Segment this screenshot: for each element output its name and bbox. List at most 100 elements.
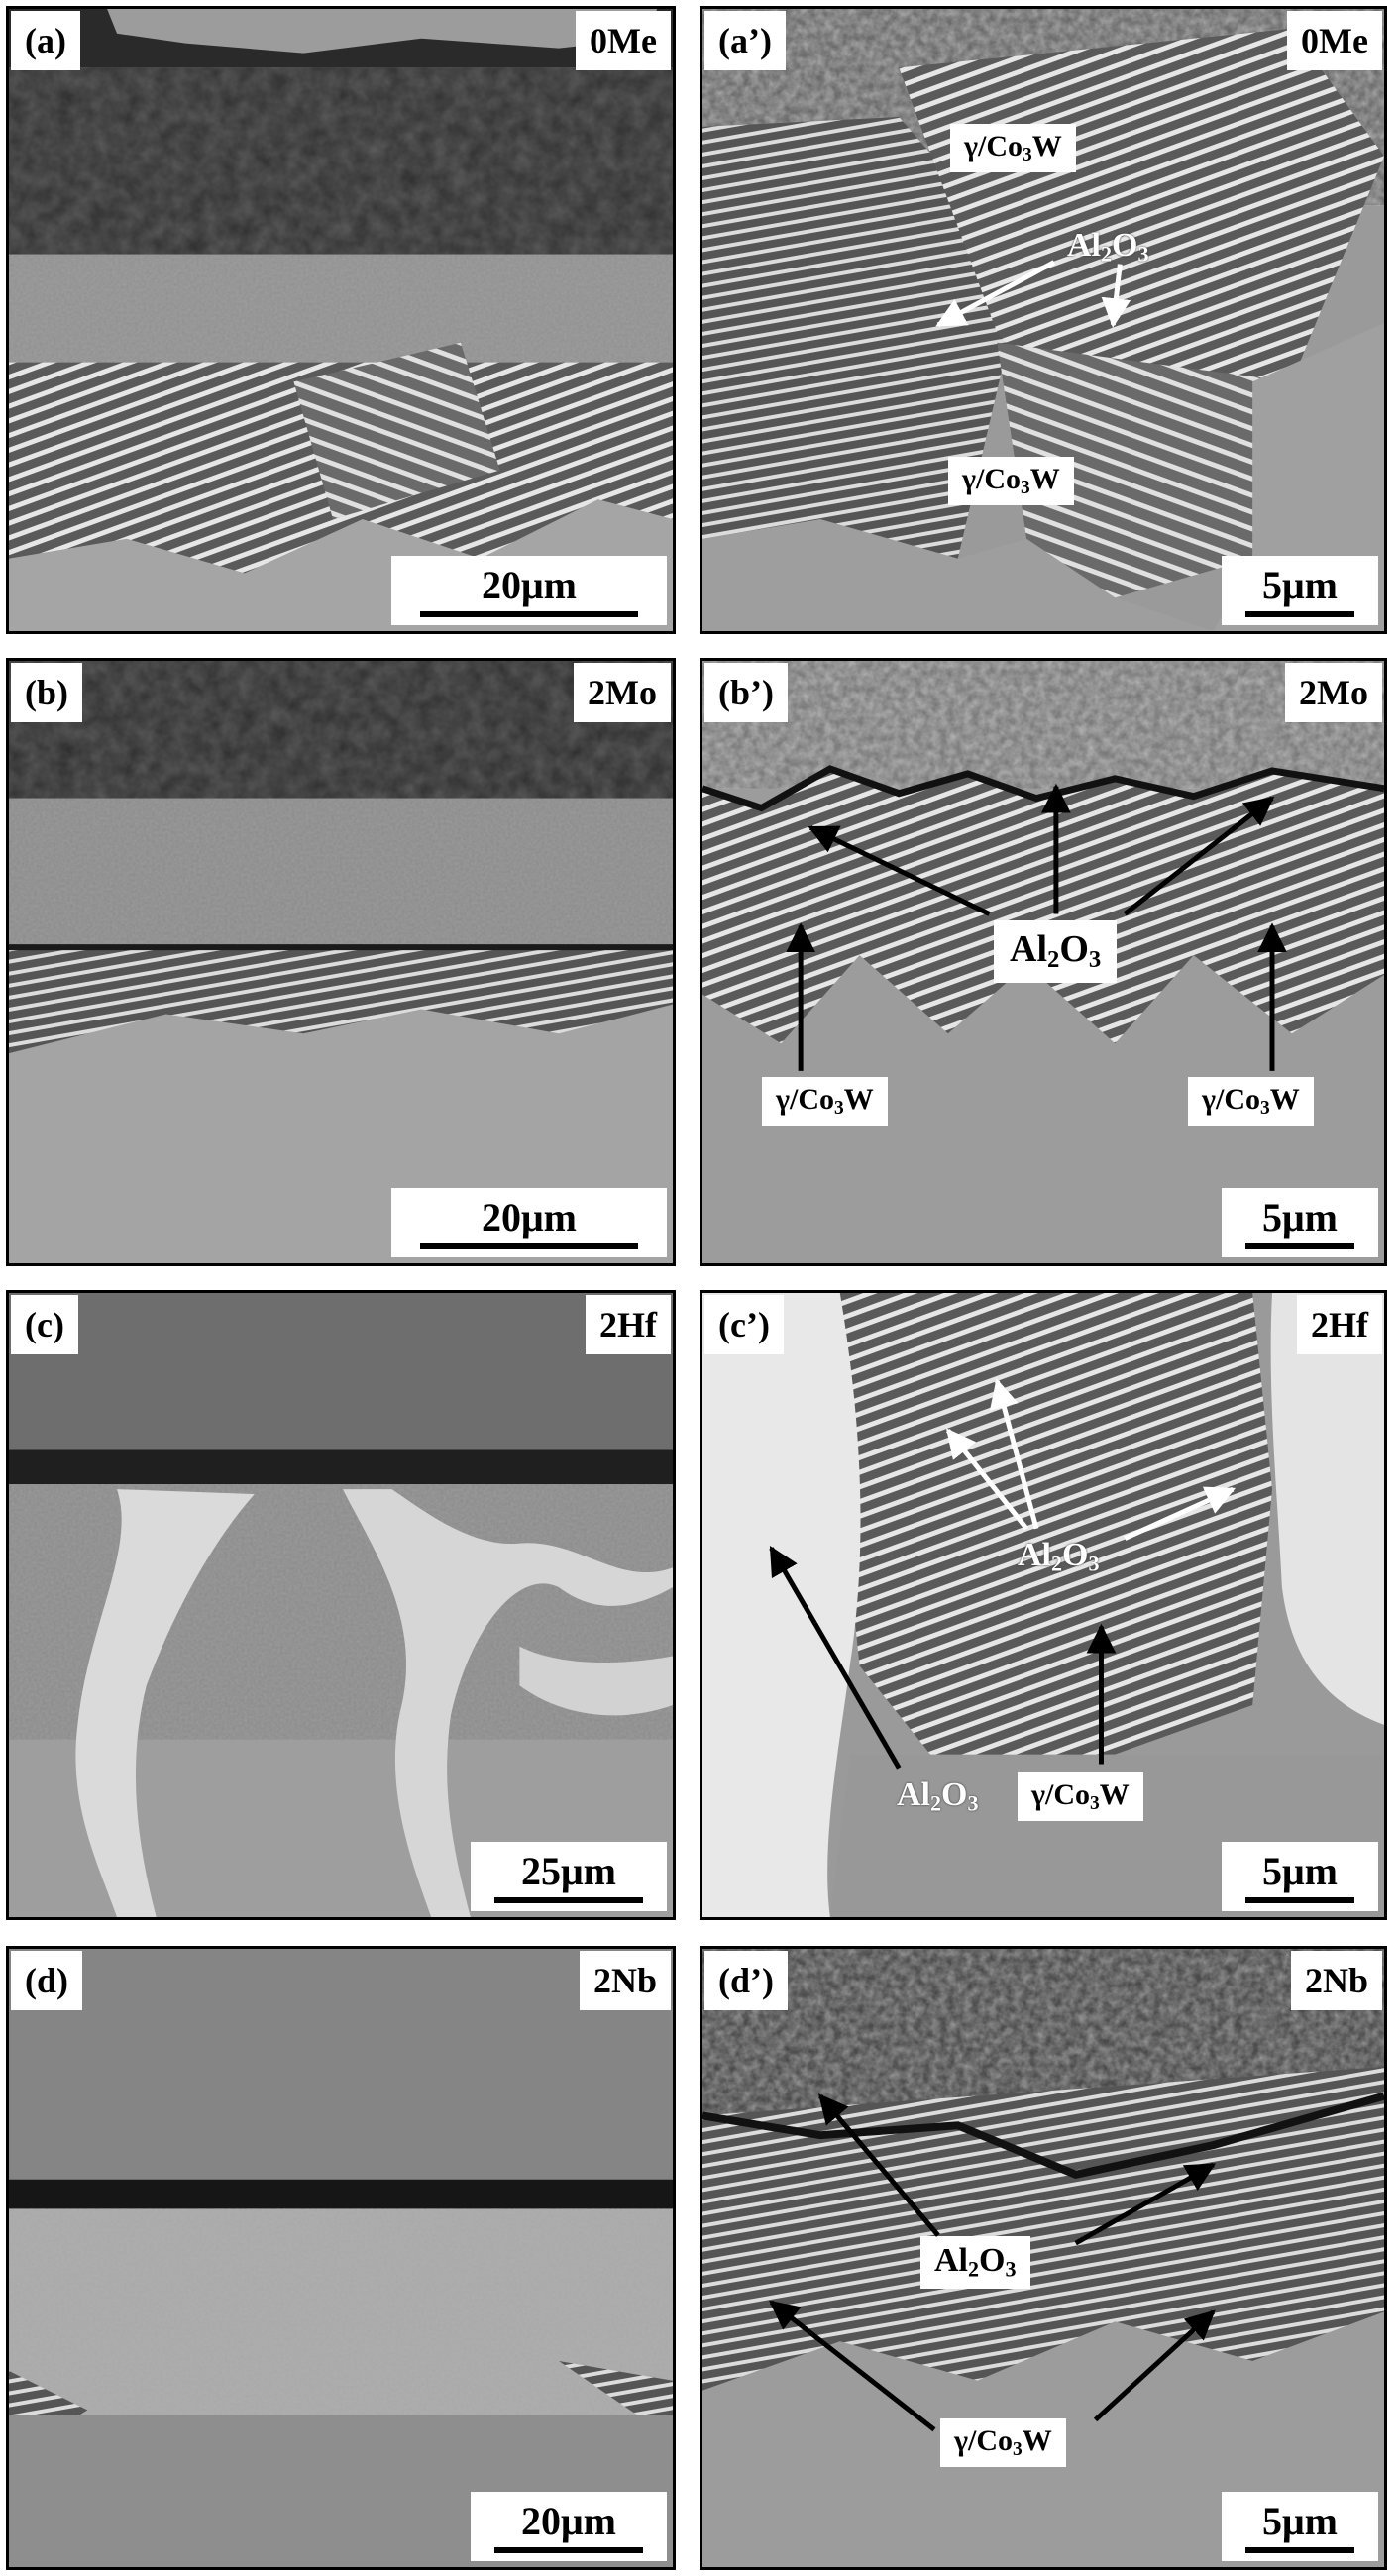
composition-label: 2Mo <box>574 663 671 722</box>
alumina-sub2: 3 <box>1137 241 1149 267</box>
panel-d: (d) 2Nb 20μm <box>6 1946 676 2570</box>
scale-bar-text: 25μm <box>521 1849 616 1893</box>
scale-bar-line <box>1245 1243 1354 1249</box>
composition-label: 2Nb <box>579 1951 671 2010</box>
composition-label: 2Mo <box>1285 663 1382 722</box>
alumina-sub2: 3 <box>1088 946 1102 974</box>
composition-label: 2Nb <box>1290 1951 1382 2010</box>
composition-label: 0Me <box>576 11 671 70</box>
panel-d-prime: (d’) 2Nb Al2O3 γ/Co3W 5μm <box>700 1946 1387 2570</box>
micrograph-a-prime <box>702 9 1384 631</box>
panel-a-prime: (a’) 0Me γ/Co3W Al2O3 γ/Co3W 5μm <box>700 6 1387 634</box>
alumina-sub2: 3 <box>1088 1551 1100 1576</box>
phase-label-gamma-co3w: γ/Co3W <box>1018 1772 1143 1822</box>
alumina-sub1: 2 <box>1101 241 1113 267</box>
phase-label-al2o3: Al2O3 <box>920 2236 1030 2289</box>
scale-bar: 5μm <box>1222 1188 1378 1257</box>
panel-label: (b’) <box>704 663 788 722</box>
panel-label: (a’) <box>704 11 786 70</box>
alumina-prefix: Al <box>897 1776 930 1813</box>
scale-bar-text: 5μm <box>1262 1849 1338 1893</box>
phase-label-gamma-co3w: γ/Co3W <box>940 2418 1066 2468</box>
gamma-suffix: W <box>1099 1778 1130 1811</box>
scale-bar: 20μm <box>391 556 667 625</box>
scale-bar-text: 20μm <box>482 563 577 607</box>
alumina-mid: O <box>1059 928 1089 970</box>
micrograph-d-prime <box>702 1949 1384 2567</box>
gamma-suffix: W <box>843 1083 874 1116</box>
gamma-prefix: γ/Co <box>962 463 1022 495</box>
alumina-sub1: 2 <box>930 1790 942 1816</box>
scale-bar-line <box>1245 611 1354 617</box>
scale-bar-line <box>420 1243 638 1249</box>
alumina-sub1: 2 <box>968 2256 980 2282</box>
scale-bar: 5μm <box>1222 1842 1378 1911</box>
phase-label-al2o3: Al2O3 <box>994 920 1118 983</box>
composition-label: 2Hf <box>1297 1295 1382 1354</box>
gamma-prefix: γ/Co <box>776 1083 835 1116</box>
panel-label: (d) <box>11 1951 82 2010</box>
composition-label: 0Me <box>1287 11 1382 70</box>
scale-bar: 5μm <box>1222 556 1378 625</box>
alumina-prefix: Al <box>1010 928 1047 970</box>
alumina-mid: O <box>979 2242 1006 2279</box>
micrograph-d <box>9 1949 673 2567</box>
scale-bar-text: 5μm <box>1262 2499 1338 2543</box>
panel-label: (c’) <box>704 1295 784 1354</box>
gamma-suffix: W <box>1029 463 1060 495</box>
scale-bar-line <box>420 611 638 617</box>
scale-bar-line <box>494 1897 643 1903</box>
scale-bar: 20μm <box>391 1188 667 1257</box>
panel-label: (b) <box>11 663 82 722</box>
alumina-mid: O <box>1112 227 1138 264</box>
gamma-sub: 3 <box>1021 477 1030 498</box>
scale-bar-text: 20μm <box>482 1195 577 1239</box>
scale-bar-line <box>1245 2547 1354 2553</box>
gamma-prefix: γ/Co <box>964 130 1023 162</box>
alumina-sub1: 2 <box>1051 1551 1063 1576</box>
alumina-sub2: 3 <box>1005 2256 1017 2282</box>
scale-bar-text: 20μm <box>521 2499 616 2543</box>
panel-c: (c) 2Hf 25μm <box>6 1290 676 1920</box>
alumina-prefix: Al <box>1067 227 1101 264</box>
micrograph-b <box>9 661 673 1263</box>
composition-label: 2Hf <box>586 1295 671 1354</box>
alumina-sub2: 3 <box>967 1790 979 1816</box>
gamma-sub: 3 <box>1023 144 1032 165</box>
panel-b: (b) 2Mo 20μm <box>6 658 676 1266</box>
alumina-mid: O <box>941 1776 968 1813</box>
scale-bar-line <box>494 2547 643 2553</box>
scale-bar: 5μm <box>1222 2492 1378 2561</box>
gamma-suffix: W <box>1269 1083 1300 1116</box>
gamma-sub: 3 <box>1090 1792 1100 1814</box>
gamma-sub: 3 <box>1013 2438 1023 2460</box>
phase-label-al2o3: Al2O3 <box>1067 229 1149 266</box>
phase-label-gamma-co3w: γ/Co3W <box>762 1077 888 1127</box>
scale-bar-line <box>1245 1897 1354 1903</box>
micrograph-a <box>9 9 673 631</box>
panel-c-prime: (c’) 2Hf Al2O3 Al2O3 γ/Co3W 5μm <box>700 1290 1387 1920</box>
gamma-prefix: γ/Co <box>1031 1778 1091 1811</box>
micrograph-c <box>9 1293 673 1917</box>
micrograph-c-prime <box>702 1293 1384 1917</box>
alumina-prefix: Al <box>934 2242 968 2279</box>
panel-label: (d’) <box>704 1951 788 2010</box>
gamma-prefix: γ/Co <box>1202 1083 1261 1116</box>
gamma-prefix: γ/Co <box>954 2424 1014 2457</box>
phase-label-al2o3: Al2O3 <box>897 1778 979 1815</box>
scale-bar: 20μm <box>471 2492 667 2561</box>
panel-label: (c) <box>11 1295 78 1354</box>
phase-label-al2o3: Al2O3 <box>1018 1539 1100 1575</box>
panel-b-prime: (b’) 2Mo Al2O3 γ/Co3W γ/Co3W 5μm <box>700 658 1387 1266</box>
scale-bar: 25μm <box>471 1842 667 1911</box>
phase-label-gamma-co3w: γ/Co3W <box>948 457 1074 506</box>
alumina-mid: O <box>1062 1537 1089 1573</box>
alumina-prefix: Al <box>1018 1537 1051 1573</box>
phase-label-gamma-co3w: γ/Co3W <box>950 124 1076 173</box>
panel-label: (a) <box>11 11 80 70</box>
scale-bar-text: 5μm <box>1262 1195 1338 1239</box>
gamma-sub: 3 <box>834 1097 844 1119</box>
gamma-suffix: W <box>1022 2424 1052 2457</box>
panel-a: (a) 0Me 20μm <box>6 6 676 634</box>
gamma-suffix: W <box>1031 130 1062 162</box>
